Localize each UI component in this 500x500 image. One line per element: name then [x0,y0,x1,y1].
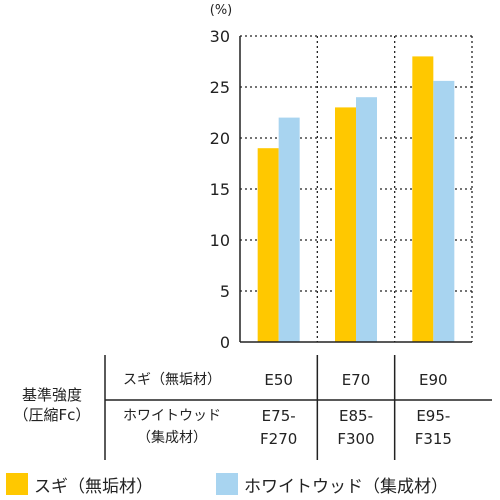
table-row2-value-0-line2: F270 [260,430,297,448]
table-row1-value-2: E90 [419,371,448,389]
table-row2-value-2-line2: F315 [415,430,452,448]
bar-E70-series-0 [335,107,356,343]
legend: スギ（無垢材） ホワイトウッド（集成材） [0,472,500,497]
y-tick-label-20: 20 [210,129,230,148]
table-group-label-line2: （圧縮Fc） [14,406,91,424]
y-tick-label-5: 5 [220,282,230,301]
y-tick-label-10: 10 [210,231,230,250]
axes [239,36,472,343]
y-tick-label-30: 30 [210,27,230,46]
bar-E50-series-0 [257,148,279,342]
y-tick-label-15: 15 [210,180,230,199]
legend-item-whitewood: ホワイトウッド（集成材） [216,472,448,497]
legend-swatch-sugi [6,473,28,495]
table-row1-value-0: E50 [264,371,293,389]
table-row2-label-line1: ホワイトウッド [123,408,221,424]
bar-E50-series-1 [278,117,300,342]
table-row2-value-0-line1: E75- [262,407,296,425]
y-tick-label-25: 25 [210,78,230,97]
table-row2-value-2-line1: E95- [416,407,450,425]
bar-E70-series-1 [356,97,377,342]
bars [257,56,455,343]
bar-E90-series-0 [412,56,434,343]
strength-table: 基準強度 （圧縮Fc） スギ（無垢材） ホワイトウッド （集成材） E50 E70 E90 E7… [14,355,492,460]
tick-labels: 0 5 10 15 20 25 30 (%) [210,3,233,352]
table-row2-value-1-line1: E85- [339,407,373,425]
table-row1-label: スギ（無垢材） [123,372,221,388]
legend-label-whitewood: ホワイトウッド（集成材） [244,476,448,497]
legend-label-sugi: スギ（無垢材） [34,476,153,497]
bar-chart: 0 5 10 15 20 25 30 (%) 基準強度 （圧縮Fc） スギ（無垢材） ホワイトウッド… [14,3,492,460]
table-row2-value-1-line2: F300 [337,430,374,448]
bar-E90-series-1 [433,80,455,342]
table-group-label-line1: 基準強度 [22,386,82,404]
legend-swatch-whitewood [216,473,238,495]
y-tick-label-0: 0 [220,333,230,352]
y-unit-label: (%) [210,3,233,18]
legend-item-sugi: スギ（無垢材） [6,472,153,497]
table-row2-label-line2: （集成材） [137,429,207,446]
table-row1-value-1: E70 [342,371,371,389]
